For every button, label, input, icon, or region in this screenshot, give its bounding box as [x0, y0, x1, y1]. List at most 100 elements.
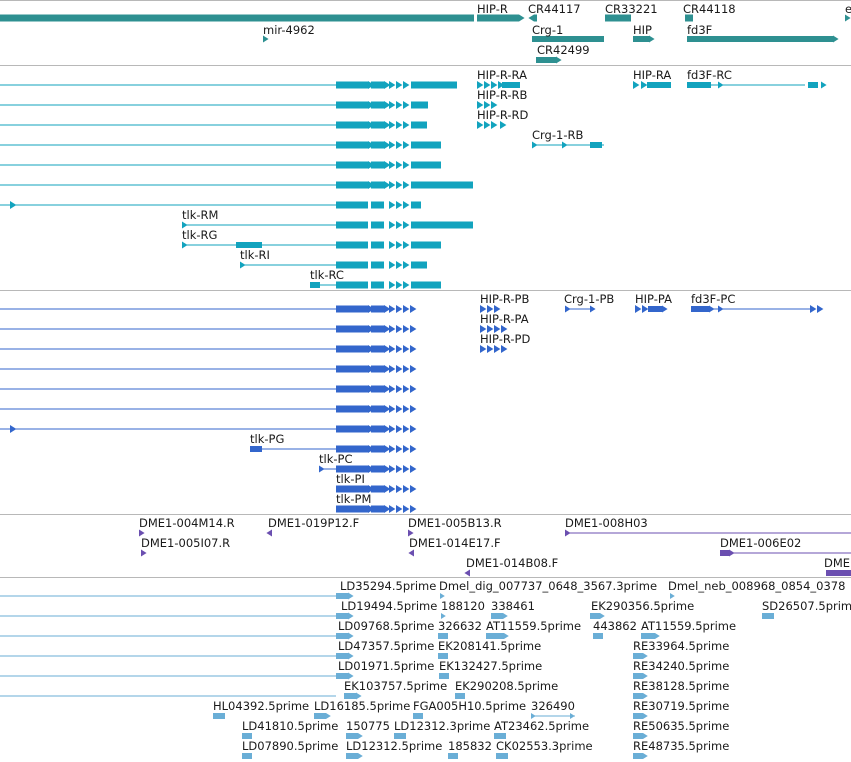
gene-label[interactable]: mir-4962	[263, 23, 315, 37]
est-label[interactable]: LD01971.5prime	[338, 659, 435, 673]
est-label[interactable]: 326632	[438, 619, 482, 633]
gene-label[interactable]: CR42499	[537, 43, 590, 57]
transcript-label[interactable]: tlk-RC	[310, 268, 344, 282]
est-label[interactable]: CK02553.3prime	[496, 739, 593, 753]
gene-label[interactable]: HIP-R	[477, 2, 508, 16]
gene-label[interactable]: fd3F	[687, 23, 713, 37]
clone-label[interactable]: DME1-014B08.F	[466, 556, 559, 570]
transcript-label[interactable]: tlk-RG	[182, 228, 218, 242]
est-label[interactable]: EK208141.5prime	[438, 639, 542, 653]
gene-label[interactable]: e	[845, 2, 851, 16]
est-label[interactable]: LD41810.5prime	[242, 719, 339, 733]
clone-label[interactable]: DME1-005B13.R	[408, 516, 502, 530]
exon-block	[336, 241, 368, 249]
transcript-label[interactable]: tlk-RM	[182, 208, 219, 222]
est-label[interactable]: LD16185.5prime	[314, 699, 411, 713]
protein-label[interactable]: HIP-R-PA	[480, 312, 529, 326]
transcript-label[interactable]: HIP-RA	[633, 68, 672, 82]
exon-block	[236, 242, 262, 248]
protein-label[interactable]: HIP-R-PD	[480, 332, 531, 346]
est-label[interactable]: LD07890.5prime	[242, 739, 339, 753]
strand-arrow	[410, 465, 417, 473]
est-label[interactable]: 188120	[441, 599, 485, 613]
clone-label[interactable]: DME1-019P12.F	[268, 516, 360, 530]
est-label[interactable]: SD26507.5prime	[762, 599, 851, 613]
est-label[interactable]: RE50635.5prime	[633, 719, 730, 733]
est-label[interactable]: Dmel_dig_007737_0648_3567.3prime	[439, 579, 658, 593]
protein-label[interactable]: fd3F-PC	[691, 292, 736, 306]
exon-block	[371, 141, 384, 149]
est-label[interactable]: LD19494.5prime	[341, 599, 438, 613]
est-label[interactable]: RE38128.5prime	[633, 679, 730, 693]
protein-label[interactable]: tlk-PM	[336, 492, 372, 506]
gene-label[interactable]: CR44118	[683, 2, 736, 16]
est-label[interactable]: AT11559.5prime	[641, 619, 737, 633]
est-label[interactable]: Dmel_neb_008968_0854_0378	[668, 579, 846, 593]
est-label[interactable]: 185832	[448, 739, 492, 753]
exon-block	[346, 753, 358, 759]
est-label[interactable]: EK290356.5prime	[591, 599, 695, 613]
transcript-label[interactable]: tlk-RI	[240, 248, 270, 262]
est-label[interactable]: HL04392.5prime	[213, 699, 310, 713]
strand-arrow	[396, 241, 403, 249]
est-label[interactable]: 338461	[491, 599, 535, 613]
transcript-label[interactable]: HIP-R-RB	[477, 88, 528, 102]
est-label[interactable]: RE33964.5prime	[633, 639, 730, 653]
exon-block	[685, 14, 693, 22]
transcript-label[interactable]: Crg-1-RB	[532, 128, 584, 142]
clone-label[interactable]: DME1-008H03	[565, 516, 648, 530]
exon-block	[371, 365, 384, 373]
est-label[interactable]: AT11559.5prime	[486, 619, 582, 633]
exon-block	[336, 613, 348, 619]
transcript-label[interactable]: HIP-R-RA	[477, 68, 527, 82]
est-label[interactable]: 326490	[531, 699, 575, 713]
gene-label[interactable]: HIP	[633, 23, 652, 37]
protein-label[interactable]: Crg-1-PB	[564, 292, 615, 306]
est-label[interactable]: LD47357.5prime	[338, 639, 435, 653]
clone-label[interactable]: DME1-006E02	[720, 536, 802, 550]
protein-label[interactable]: HIP-PA	[635, 292, 672, 306]
exon-block	[346, 733, 358, 739]
est-label[interactable]: AT23462.5prime	[494, 719, 590, 733]
est-label[interactable]: RE34240.5prime	[633, 659, 730, 673]
est-label[interactable]: LD09768.5prime	[338, 619, 435, 633]
exon-block	[0, 14, 474, 22]
clone-label[interactable]: DME1-014E17.F	[409, 536, 501, 550]
est-label[interactable]: EK132427.5prime	[439, 659, 543, 673]
est-label[interactable]: EK103757.5prime	[344, 679, 448, 693]
exon-block	[336, 345, 368, 353]
clone-label[interactable]: DME1-005I07.R	[141, 536, 231, 550]
est-label[interactable]: RE30719.5prime	[633, 699, 730, 713]
est-label[interactable]: EK290208.5prime	[455, 679, 559, 693]
strand-arrow	[633, 81, 640, 89]
strand-arrow	[491, 121, 498, 129]
exon-block	[808, 82, 818, 88]
exon-block	[336, 325, 368, 333]
protein-label[interactable]: tlk-PG	[250, 432, 285, 446]
est-label[interactable]: RE48735.5prime	[633, 739, 730, 753]
protein-label[interactable]: tlk-PC	[319, 452, 353, 466]
strand-arrow	[833, 35, 839, 43]
transcript-label[interactable]: fd3F-RC	[687, 68, 732, 82]
est-label[interactable]: 150775	[346, 719, 390, 733]
gene-label[interactable]: CR33221	[605, 2, 658, 16]
est-label[interactable]: 443862	[593, 619, 637, 633]
protein-label[interactable]: tlk-PI	[336, 472, 365, 486]
exon-block	[336, 161, 368, 169]
strand-arrow	[403, 221, 410, 229]
strand-arrow	[501, 325, 508, 333]
transcript-label[interactable]: HIP-R-RD	[477, 108, 529, 122]
protein-label[interactable]: HIP-R-PB	[480, 292, 530, 306]
gene-label[interactable]: CR44117	[528, 2, 581, 16]
clone-label[interactable]: DME	[824, 556, 851, 570]
strand-arrow	[389, 281, 396, 289]
strand-arrow	[389, 305, 396, 313]
clone-label[interactable]: DME1-004M14.R	[139, 516, 235, 530]
est-label[interactable]: FGA005H10.5prime	[413, 699, 527, 713]
exon-block	[438, 653, 448, 659]
gene-label[interactable]: Crg-1	[532, 23, 564, 37]
est-label[interactable]: LD12312.3prime	[394, 719, 491, 733]
est-label[interactable]: LD12312.5prime	[346, 739, 443, 753]
strand-arrow	[487, 305, 494, 313]
est-label[interactable]: LD35294.5prime	[340, 579, 437, 593]
